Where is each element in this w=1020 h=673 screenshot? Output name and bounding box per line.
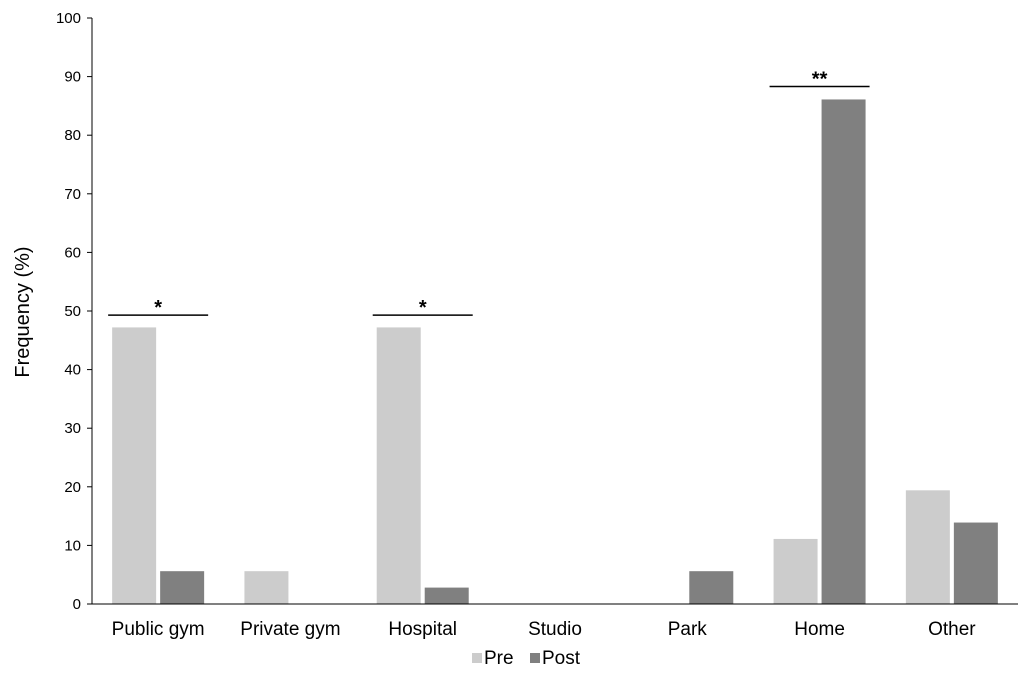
significance-asterisk: ** bbox=[812, 69, 828, 91]
significance-markers: * *** bbox=[108, 69, 870, 319]
y-tick-label: 90 bbox=[64, 69, 81, 86]
x-category-label: Public gym bbox=[112, 619, 205, 640]
bar-post-public-gym bbox=[160, 571, 205, 604]
bar-pre-other bbox=[905, 490, 950, 604]
x-category-label: Home bbox=[794, 619, 845, 640]
bar-post-park bbox=[689, 571, 734, 604]
y-tick-label: 0 bbox=[73, 596, 81, 613]
bar-post-other bbox=[953, 522, 998, 604]
y-tick-label: 70 bbox=[64, 186, 81, 203]
x-axis: Public gym Private gym Hospital Studio Park H… bbox=[92, 603, 1018, 640]
y-tick-label: 80 bbox=[64, 127, 81, 144]
legend-label-post: Post bbox=[542, 648, 581, 669]
y-tick-label: 10 bbox=[64, 537, 81, 554]
y-tick-label: 20 bbox=[64, 479, 81, 496]
legend: Pre Post bbox=[472, 648, 581, 669]
significance-asterisk: * bbox=[154, 297, 162, 319]
y-axis-title: Frequency (%) bbox=[12, 246, 34, 377]
legend-swatch-post bbox=[530, 653, 540, 663]
x-category-label: Other bbox=[928, 619, 976, 640]
bar-pre-public-gym bbox=[112, 327, 157, 604]
legend-swatch-pre bbox=[472, 653, 482, 663]
y-tick-label: 100 bbox=[56, 10, 81, 27]
bar-post-home bbox=[821, 99, 866, 604]
y-tick-label: 50 bbox=[64, 303, 81, 320]
bars bbox=[112, 99, 998, 604]
x-category-label: Studio bbox=[528, 619, 582, 640]
significance-asterisk: * bbox=[419, 297, 427, 319]
y-axis: 0 10 20 30 40 50 60 70 80 90 100 bbox=[56, 10, 93, 613]
bar-pre-private-gym bbox=[244, 571, 289, 604]
x-category-label: Private gym bbox=[240, 619, 340, 640]
bar-pre-hospital bbox=[376, 327, 421, 604]
bar-pre-home bbox=[773, 538, 818, 604]
y-tick-label: 30 bbox=[64, 420, 81, 437]
y-tick-label: 40 bbox=[64, 362, 81, 379]
legend-label-pre: Pre bbox=[484, 648, 514, 669]
x-category-label: Park bbox=[668, 619, 708, 640]
x-category-label: Hospital bbox=[388, 619, 457, 640]
bar-post-hospital bbox=[424, 587, 469, 604]
y-tick-label: 60 bbox=[64, 244, 81, 261]
